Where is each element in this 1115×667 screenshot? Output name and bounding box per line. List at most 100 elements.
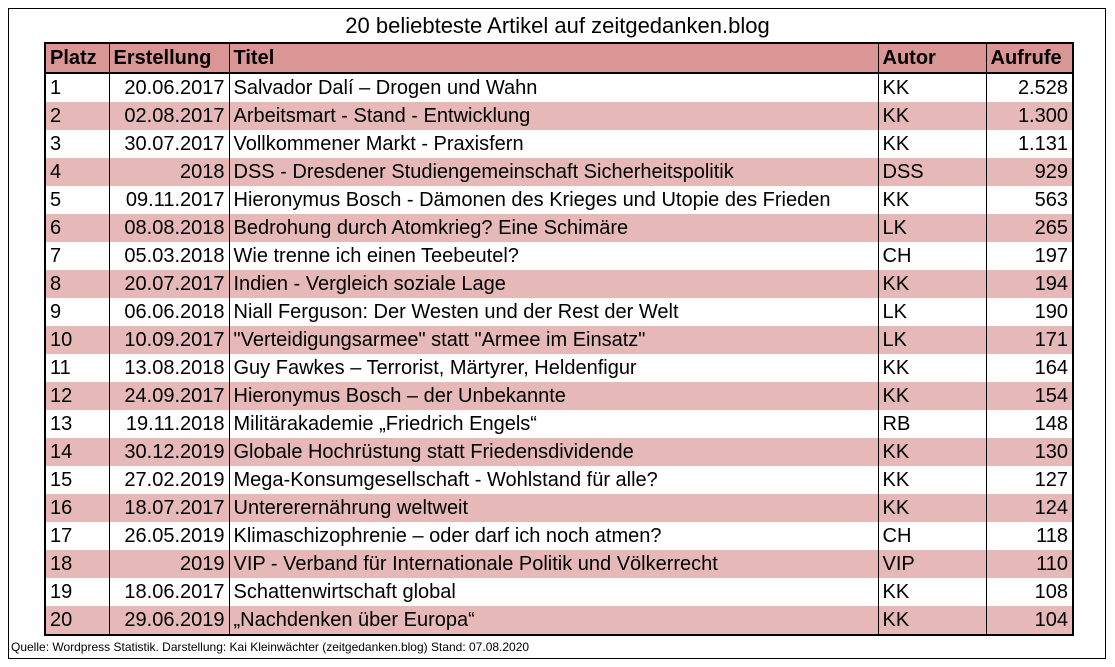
table-cell: Schattenwirtschaft global bbox=[228, 578, 879, 606]
table-cell: KK bbox=[877, 73, 987, 102]
table-cell: 10.09.2017 bbox=[108, 326, 230, 354]
table-cell: 265 bbox=[985, 214, 1074, 242]
table-cell: 194 bbox=[985, 270, 1074, 298]
table-cell: 15 bbox=[44, 466, 110, 494]
table-cell: 1 bbox=[44, 73, 110, 102]
table-cell: 190 bbox=[985, 298, 1074, 326]
table-cell: CH bbox=[877, 242, 987, 270]
table-cell: 2018 bbox=[108, 158, 230, 186]
table-cell: 02.08.2017 bbox=[108, 102, 230, 130]
table-cell: 110 bbox=[985, 550, 1074, 578]
table-cell: VIP - Verband für Internationale Politik… bbox=[228, 550, 879, 578]
table-cell: Militärakademie „Friedrich Engels“ bbox=[228, 410, 879, 438]
table-cell: 12 bbox=[44, 382, 110, 410]
table-cell: 14 bbox=[44, 438, 110, 466]
table-cell: 11 bbox=[44, 354, 110, 382]
table-cell: KK bbox=[877, 270, 987, 298]
table-cell: 7 bbox=[44, 242, 110, 270]
table-row: 5 09.11.2017 Hieronymus Bosch - Dämonen de… bbox=[44, 186, 1074, 214]
header-row: Platz Erstellung Titel Autor Aufrufe bbox=[44, 43, 1074, 74]
table-cell: 19 bbox=[44, 578, 110, 606]
table-cell: 2.528 bbox=[985, 73, 1074, 102]
column-header: Erstellung bbox=[108, 43, 230, 74]
table-cell: RB bbox=[877, 410, 987, 438]
table-cell: Bedrohung durch Atomkrieg? Eine Schimäre bbox=[228, 214, 879, 242]
table-cell: 929 bbox=[985, 158, 1074, 186]
table-cell: 30.07.2017 bbox=[108, 130, 230, 158]
table-cell: KK bbox=[877, 102, 987, 130]
table-cell: 6 bbox=[44, 214, 110, 242]
table-cell: 18 bbox=[44, 550, 110, 578]
table-cell: Indien - Vergleich soziale Lage bbox=[228, 270, 879, 298]
table-cell: 20 bbox=[44, 606, 110, 635]
table-cell: 148 bbox=[985, 410, 1074, 438]
table-cell: 30.12.2019 bbox=[108, 438, 230, 466]
table-cell: 19.11.2018 bbox=[108, 410, 230, 438]
table-row: 4 2018 DSS - Dresdener Studiengemeinschaft… bbox=[44, 158, 1074, 186]
table-row: 19 18.06.2017 Schattenwirtschaft global KK 1… bbox=[44, 578, 1074, 606]
table-cell: KK bbox=[877, 606, 987, 635]
table-cell: 104 bbox=[985, 606, 1074, 635]
table-cell: 16 bbox=[44, 494, 110, 522]
table-cell: KK bbox=[877, 466, 987, 494]
table-cell: Guy Fawkes – Terrorist, Märtyrer, Helden… bbox=[228, 354, 879, 382]
table-cell: DSS - Dresdener Studiengemeinschaft Sich… bbox=[228, 158, 879, 186]
table-cell: LK bbox=[877, 326, 987, 354]
table-cell: Hieronymus Bosch – der Unbekannte bbox=[228, 382, 879, 410]
table-cell: 2 bbox=[44, 102, 110, 130]
table-cell: LK bbox=[877, 214, 987, 242]
column-header: Autor bbox=[877, 43, 987, 74]
table-cell: KK bbox=[877, 354, 987, 382]
table-row: 16 18.07.2017 Untererernährung weltweit KK 1… bbox=[44, 494, 1074, 522]
table-row: 1 20.06.2017 Salvador Dalí – Drogen und Wa… bbox=[44, 73, 1074, 102]
table-row: 2 02.08.2017 Arbeitsmart - Stand - Entwick… bbox=[44, 102, 1074, 130]
table-cell: KK bbox=[877, 130, 987, 158]
table-cell: KK bbox=[877, 382, 987, 410]
table-cell: Globale Hochrüstung statt Friedensdivide… bbox=[228, 438, 879, 466]
table-row: 6 08.08.2018 Bedrohung durch Atomkrieg? Ei… bbox=[44, 214, 1074, 242]
table-cell: Niall Ferguson: Der Westen und der Rest … bbox=[228, 298, 879, 326]
table-row: 12 24.09.2017 Hieronymus Bosch – der Unbek… bbox=[44, 382, 1074, 410]
table-row: 13 19.11.2018 Militärakademie „Friedrich E… bbox=[44, 410, 1074, 438]
table-cell: 3 bbox=[44, 130, 110, 158]
table-row: 17 26.05.2019 Klimaschizophrenie – oder da… bbox=[44, 522, 1074, 550]
table-row: 20 29.06.2019 „Nachdenken über Europa“ KK 10… bbox=[44, 606, 1074, 635]
table-cell: 127 bbox=[985, 466, 1074, 494]
table-row: 3 30.07.2017 Vollkommener Markt - Praxisfe… bbox=[44, 130, 1074, 158]
table-cell: KK bbox=[877, 438, 987, 466]
table-cell: 17 bbox=[44, 522, 110, 550]
table-cell: Hieronymus Bosch - Dämonen des Krieges u… bbox=[228, 186, 879, 214]
frame bbox=[8, 8, 1106, 659]
table-cell: 20.06.2017 bbox=[108, 73, 230, 102]
table-cell: Wie trenne ich einen Teebeutel? bbox=[228, 242, 879, 270]
table-cell: Mega-Konsumgesellschaft - Wohlstand für … bbox=[228, 466, 879, 494]
table-cell: 4 bbox=[44, 158, 110, 186]
column-header: Platz bbox=[44, 43, 110, 74]
table-cell: KK bbox=[877, 494, 987, 522]
table-row: 9 06.06.2018 Niall Ferguson: Der Westen un… bbox=[44, 298, 1074, 326]
table-cell: KK bbox=[877, 186, 987, 214]
table-cell: 1.131 bbox=[985, 130, 1074, 158]
table-cell: Arbeitsmart - Stand - Entwicklung bbox=[228, 102, 879, 130]
table-cell: 29.06.2019 bbox=[108, 606, 230, 635]
table-cell: VIP bbox=[877, 550, 987, 578]
table-cell: 124 bbox=[985, 494, 1074, 522]
table-cell: LK bbox=[877, 298, 987, 326]
table-cell: 5 bbox=[44, 186, 110, 214]
table-cell: 9 bbox=[44, 298, 110, 326]
table-cell: 154 bbox=[985, 382, 1074, 410]
table-cell: CH bbox=[877, 522, 987, 550]
table-cell: 108 bbox=[985, 578, 1074, 606]
table-cell: 09.11.2017 bbox=[108, 186, 230, 214]
table-cell: 164 bbox=[985, 354, 1074, 382]
table-cell: KK bbox=[877, 578, 987, 606]
table-cell: 05.03.2018 bbox=[108, 242, 230, 270]
table-cell: 18.07.2017 bbox=[108, 494, 230, 522]
table-cell: 10 bbox=[44, 326, 110, 354]
table-cell: "Verteidigungsarmee" statt "Armee im Ein… bbox=[228, 326, 879, 354]
source-note: Quelle: Wordpress Statistik. Darstellung… bbox=[11, 640, 530, 654]
column-header: Aufrufe bbox=[985, 43, 1074, 74]
table-cell: 18.06.2017 bbox=[108, 578, 230, 606]
table-row: 8 20.07.2017 Indien - Vergleich soziale La… bbox=[44, 270, 1074, 298]
